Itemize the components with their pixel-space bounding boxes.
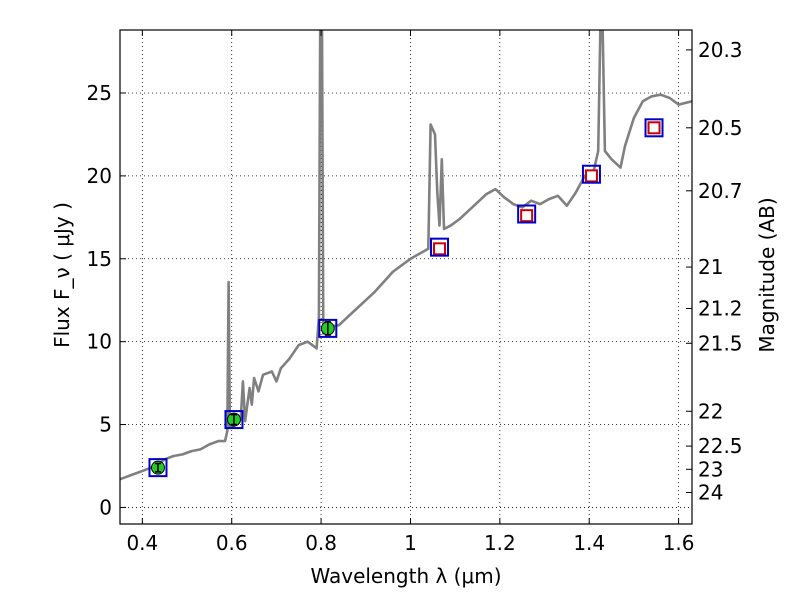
y-tick-label: 20 — [87, 164, 112, 188]
y2-tick-label: 21 — [698, 255, 723, 279]
y2-tick-label: 20.3 — [698, 38, 743, 62]
y-tick-label: 0 — [99, 495, 112, 519]
x-tick-label: 1.4 — [573, 531, 605, 555]
spectrum-line — [120, 30, 692, 481]
filter-square — [430, 237, 450, 257]
y-tick-label: 10 — [87, 330, 112, 354]
model-point — [520, 209, 534, 223]
model-point — [433, 242, 447, 256]
model-point — [584, 169, 598, 183]
x-tick-label: 1.2 — [484, 531, 516, 555]
model-point — [647, 121, 661, 135]
filter-square — [148, 458, 168, 478]
y2-tick-label: 22 — [698, 399, 723, 423]
plot-frame — [119, 29, 693, 525]
photometry-layer — [148, 118, 664, 478]
y-tick-label: 5 — [99, 413, 112, 437]
x-axis-label: Wavelength λ (μm) — [310, 564, 501, 588]
x-tick-label: 0.4 — [126, 531, 158, 555]
y2-tick-label: 21.5 — [698, 331, 743, 355]
y-axis-left: 0 5 10 15 20 25 — [87, 81, 126, 519]
filter-square — [224, 410, 244, 430]
spectrum-layer — [120, 30, 692, 481]
y2-tick-label: 21.2 — [698, 296, 743, 320]
x-axis: 0.4 0.6 0.8 1 1.2 1.4 1.6 — [126, 30, 695, 555]
y-tick-label: 25 — [87, 81, 112, 105]
filter-square — [517, 204, 537, 224]
y2-tick-label: 24 — [698, 481, 723, 505]
y-tick-label: 15 — [87, 247, 112, 271]
x-tick-label: 1 — [404, 531, 417, 555]
x-tick-label: 1.6 — [663, 531, 695, 555]
y-axis-label: Flux F_ν ( μJy ) — [50, 202, 74, 348]
y2-tick-label: 20.7 — [698, 179, 743, 203]
filter-square — [644, 118, 664, 138]
filter-square — [581, 164, 601, 184]
filter-square — [318, 318, 338, 338]
y2-tick-label: 23 — [698, 457, 723, 481]
y2-axis-label: Magnitude (AB) — [755, 197, 779, 352]
x-tick-label: 0.8 — [305, 531, 337, 555]
x-tick-label: 0.6 — [216, 531, 248, 555]
grid — [120, 30, 692, 524]
y2-tick-label: 20.5 — [698, 116, 743, 140]
y2-tick-label: 22.5 — [698, 434, 743, 458]
